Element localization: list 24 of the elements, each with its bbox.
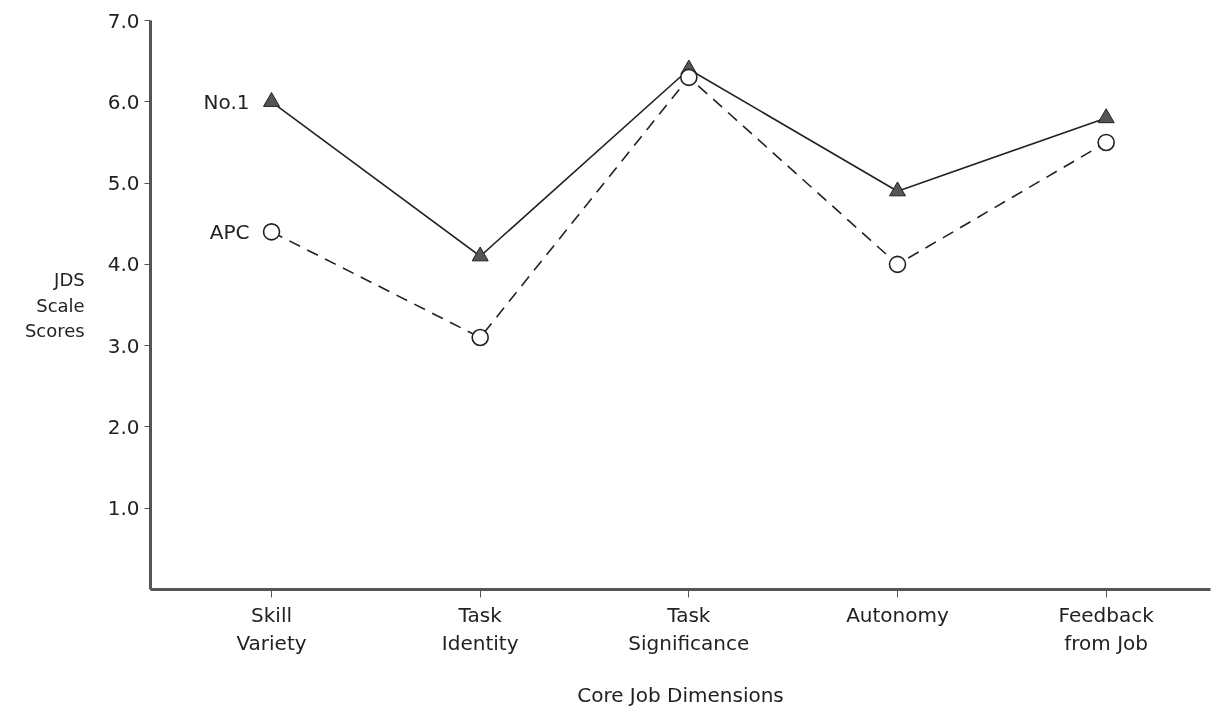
y-tick-label: 5.0 — [107, 171, 140, 196]
y-tick-label: 2.0 — [107, 414, 140, 439]
point — [471, 328, 489, 347]
point — [888, 255, 907, 274]
x-tick-label: Skill Variety — [236, 602, 307, 656]
y-tick-label: 4.0 — [107, 252, 140, 277]
point — [263, 92, 281, 107]
series-label: APC — [209, 219, 250, 244]
y-tick-label: 7.0 — [107, 8, 140, 33]
y-tick-label: 1.0 — [107, 496, 140, 521]
x-tick-label: Task Significance — [628, 602, 750, 656]
point — [889, 181, 907, 197]
x-tick-label: Task Identity — [441, 602, 519, 656]
point — [471, 246, 489, 262]
x-tick-label: Feedback from Job — [1058, 602, 1155, 656]
y-tick-label: 3.0 — [107, 333, 140, 358]
y-tick-label: 6.0 — [107, 89, 140, 114]
point — [262, 223, 281, 241]
series-label: No.1 — [203, 89, 250, 114]
x-tick-label: Autonomy — [846, 602, 949, 627]
y-axis-title: JDS Scale Scores — [24, 269, 85, 341]
point — [1097, 108, 1115, 124]
x-axis-title: Core Job Dimensions — [577, 683, 784, 708]
point — [1097, 133, 1115, 152]
